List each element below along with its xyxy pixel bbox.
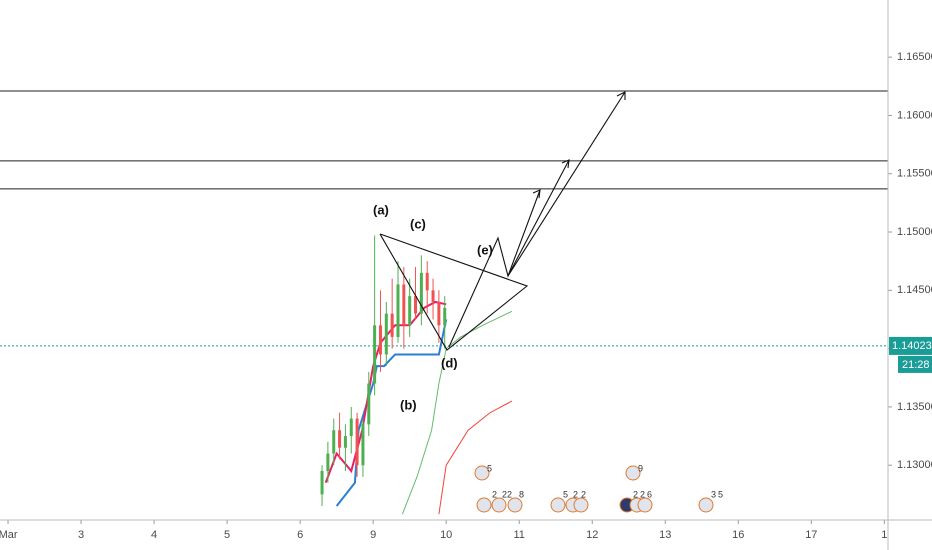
- x-tick-label: 3: [78, 529, 84, 541]
- wave-label: (a): [373, 202, 389, 217]
- y-tick-label: 1.14500: [897, 284, 932, 296]
- event-count: 9: [638, 463, 643, 473]
- x-tick-label: Mar: [0, 529, 18, 541]
- event-count: 5: [563, 489, 568, 499]
- y-tick-label: 1.13000: [897, 459, 932, 471]
- candle-body: [384, 313, 388, 355]
- event-count: 2: [640, 489, 645, 499]
- event-count: 22: [502, 489, 512, 499]
- x-tick-label: 16: [732, 529, 744, 541]
- event-count: 5: [718, 489, 723, 499]
- event-count: 2: [581, 489, 586, 499]
- candle-body: [378, 325, 382, 355]
- x-tick-label: 6: [297, 529, 303, 541]
- arrow-head: [616, 91, 626, 100]
- candle-body: [332, 430, 336, 454]
- event-count: 3: [711, 489, 716, 499]
- arrow-line: [507, 91, 626, 277]
- event-count: 8: [519, 489, 524, 499]
- candle-body: [425, 272, 429, 291]
- y-tick-label: 1.16500: [897, 51, 932, 63]
- candle-body: [390, 313, 394, 337]
- event-icon: [507, 497, 523, 513]
- event-count: 6: [647, 489, 652, 499]
- event-count: 2: [492, 489, 497, 499]
- candle-body: [408, 296, 412, 326]
- x-tick-label: 11: [514, 529, 525, 541]
- candle-body: [338, 430, 342, 448]
- event-icon: [698, 497, 714, 513]
- x-tick-label: 13: [659, 529, 671, 541]
- event-icon: [491, 497, 507, 513]
- candle-body: [355, 418, 359, 466]
- x-tick-label: 9: [370, 529, 376, 541]
- x-tick-label: 4: [151, 529, 157, 541]
- event-icon: [637, 497, 653, 513]
- wave-path: [448, 189, 541, 348]
- candle-body: [367, 383, 371, 425]
- arrow-head: [532, 189, 541, 199]
- events: 5 2 22 8 5 2 2 9 2 2 6 3 5: [474, 463, 723, 513]
- candle-body: [437, 301, 441, 326]
- x-tick-label: 12: [586, 529, 598, 541]
- candle-body: [402, 284, 406, 326]
- candle-body: [431, 290, 435, 302]
- x-tick-label: 10: [440, 529, 452, 541]
- last-price-label: 1.14023: [892, 340, 932, 352]
- wave-label: (d): [441, 355, 458, 370]
- event-icon: [476, 497, 492, 513]
- wave-label: (c): [410, 216, 426, 231]
- y-tick-label: 1.16000: [897, 109, 932, 121]
- event-icon: [573, 497, 589, 513]
- drawings: [379, 91, 626, 351]
- y-tick-label: 1.15500: [897, 168, 932, 180]
- countdown-label: 21:28: [902, 359, 930, 371]
- event-count: 2: [573, 489, 578, 499]
- candle-body: [326, 453, 330, 472]
- triangle: [379, 233, 529, 351]
- candle-body: [419, 272, 423, 314]
- candle-body: [414, 296, 418, 314]
- indicator-line: [401, 310, 513, 515]
- candle-body: [320, 471, 324, 495]
- x-tick-label: 5: [224, 529, 230, 541]
- x-tick-label: 1: [881, 529, 887, 541]
- candle-body: [443, 307, 447, 326]
- event-icon: [625, 465, 641, 481]
- indicator-line: [438, 400, 513, 515]
- y-tick-label: 1.15000: [897, 226, 932, 238]
- arrow-line: [507, 159, 570, 277]
- y-tick-label: 1.13500: [897, 401, 932, 413]
- indicator-line: [335, 319, 448, 507]
- candle-body: [396, 284, 400, 337]
- last-price-box: [889, 336, 932, 355]
- event-icon: [550, 497, 566, 513]
- x-tick-label: 17: [805, 529, 817, 541]
- wave-label: (b): [400, 397, 417, 412]
- candle-body: [361, 424, 365, 466]
- event-icon: [474, 465, 490, 481]
- candle-body: [373, 325, 377, 384]
- arrow-head: [561, 159, 570, 169]
- countdown-box: [898, 355, 932, 373]
- wave-label: (e): [477, 242, 493, 257]
- candle-body: [343, 436, 347, 448]
- event-count: 5: [487, 463, 492, 473]
- candle-body: [349, 418, 353, 437]
- event-count: 2: [633, 489, 638, 499]
